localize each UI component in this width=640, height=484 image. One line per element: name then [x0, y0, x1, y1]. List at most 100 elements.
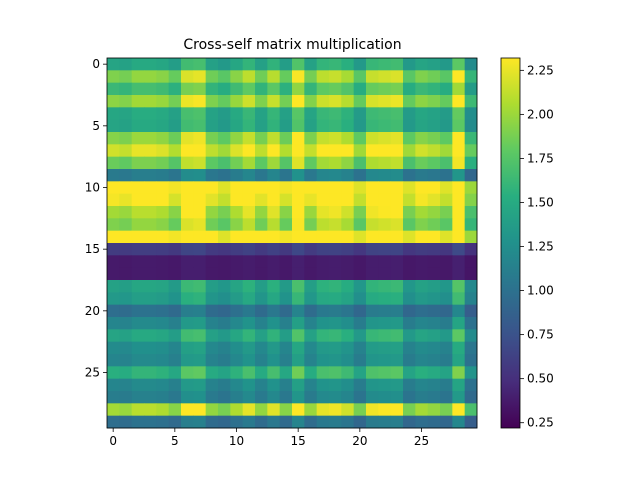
heatmap-cell: [464, 206, 478, 219]
heatmap-cell: [242, 70, 256, 84]
heatmap-cell: [464, 378, 478, 392]
heatmap-cell: [107, 415, 120, 429]
heatmap-cell: [168, 119, 182, 133]
heatmap-cell: [353, 193, 367, 207]
heatmap-cell: [119, 107, 133, 121]
heatmap-cell: [292, 255, 305, 269]
heatmap-cell: [156, 156, 170, 170]
heatmap-cell: [181, 58, 194, 71]
heatmap-cell: [242, 280, 256, 293]
heatmap-cell: [218, 304, 231, 318]
heatmap-cell: [230, 132, 244, 145]
heatmap-cell: [119, 354, 133, 367]
heatmap-cell: [107, 156, 120, 170]
heatmap-cell: [279, 403, 293, 417]
heatmap-cell: [267, 317, 281, 330]
heatmap-cell: [131, 181, 145, 195]
heatmap-cell: [107, 403, 120, 417]
heatmap-cell: [452, 317, 466, 330]
heatmap-cell: [144, 354, 157, 367]
heatmap-cell: [156, 230, 170, 244]
x-tick-label: 10: [229, 434, 244, 448]
heatmap-cell: [316, 193, 330, 207]
heatmap-cell: [353, 341, 367, 355]
heatmap-cell: [403, 267, 416, 281]
heatmap-cell: [292, 280, 305, 293]
heatmap-cell: [267, 378, 281, 392]
heatmap-cell: [181, 280, 194, 293]
heatmap-cell: [403, 292, 416, 306]
heatmap-cell: [267, 280, 281, 293]
heatmap-cell: [205, 415, 219, 429]
heatmap-cell: [181, 403, 194, 417]
heatmap-cell: [218, 193, 231, 207]
heatmap-cell: [255, 317, 268, 330]
heatmap-cell: [107, 378, 120, 392]
heatmap-cell: [403, 304, 416, 318]
heatmap-cell: [131, 267, 145, 281]
colorbar-tick-label: 2.00: [527, 107, 554, 121]
heatmap-cell: [452, 230, 466, 244]
heatmap-cell: [341, 415, 355, 429]
heatmap-cell: [131, 255, 145, 269]
heatmap-cell: [193, 70, 207, 84]
heatmap-cell: [390, 156, 404, 170]
heatmap-cell: [144, 415, 157, 429]
heatmap-cell: [168, 415, 182, 429]
heatmap-cell: [168, 317, 182, 330]
heatmap-cell: [353, 169, 367, 182]
heatmap-cell: [193, 341, 207, 355]
heatmap-cell: [131, 304, 145, 318]
heatmap-cell: [255, 415, 268, 429]
heatmap-cell: [119, 378, 133, 392]
heatmap-cell: [403, 169, 416, 182]
heatmap-cell: [304, 317, 318, 330]
heatmap-cell: [341, 169, 355, 182]
heatmap-cell: [119, 415, 133, 429]
heatmap-cell: [279, 354, 293, 367]
heatmap-cell: [156, 415, 170, 429]
heatmap-cell: [144, 95, 157, 108]
heatmap-cell: [304, 132, 318, 145]
heatmap-cell: [464, 304, 478, 318]
heatmap-cell: [144, 267, 157, 281]
heatmap-cell: [144, 304, 157, 318]
heatmap-cell: [341, 280, 355, 293]
heatmap-cell: [168, 366, 182, 380]
heatmap-cell: [304, 144, 318, 158]
colorbar-tick-label: 1.75: [527, 151, 554, 165]
heatmap-cell: [341, 218, 355, 232]
heatmap-cell: [452, 391, 466, 404]
heatmap-cell: [415, 119, 429, 133]
heatmap-cell: [304, 378, 318, 392]
heatmap-cell: [205, 206, 219, 219]
heatmap-cell: [255, 144, 268, 158]
heatmap-cell: [452, 354, 466, 367]
heatmap-cell: [378, 391, 392, 404]
heatmap-cell: [452, 280, 466, 293]
heatmap-cell: [205, 156, 219, 170]
heatmap-cell: [341, 391, 355, 404]
heatmap-cell: [378, 267, 392, 281]
heatmap-cell: [427, 107, 441, 121]
heatmap-cell: [230, 95, 244, 108]
heatmap-cell: [390, 132, 404, 145]
heatmap-cell: [316, 391, 330, 404]
heatmap-cell: [181, 132, 194, 145]
heatmap-cell: [218, 415, 231, 429]
heatmap-cell: [255, 230, 268, 244]
colorbar-tick-label: 1.25: [527, 240, 554, 254]
heatmap-cell: [144, 193, 157, 207]
heatmap-cell: [292, 354, 305, 367]
heatmap-cell: [341, 243, 355, 256]
heatmap-cell: [341, 82, 355, 96]
x-tick-label: 15: [291, 434, 306, 448]
heatmap-cell: [131, 341, 145, 355]
heatmap-cell: [353, 107, 367, 121]
heatmap-cell: [267, 243, 281, 256]
heatmap-cell: [205, 378, 219, 392]
heatmap-cell: [267, 354, 281, 367]
heatmap-cell: [378, 354, 392, 367]
heatmap-cell: [119, 341, 133, 355]
heatmap-cell: [440, 95, 453, 108]
